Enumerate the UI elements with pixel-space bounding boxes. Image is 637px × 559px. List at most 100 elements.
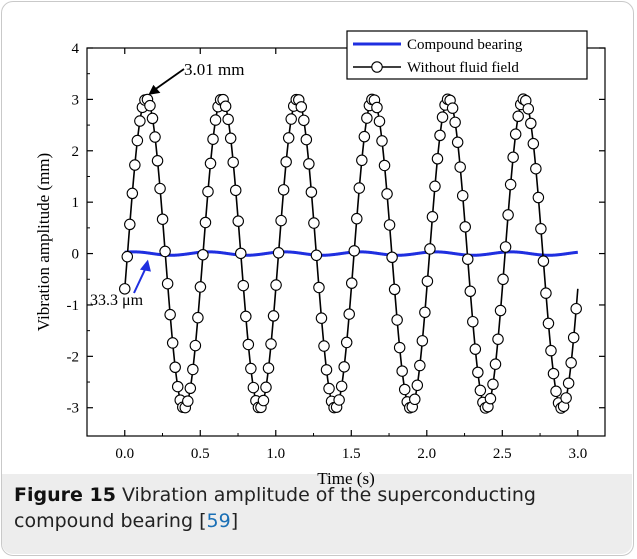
data-point-marker <box>472 366 484 379</box>
y-tick-label: 3 <box>72 92 80 108</box>
annotation-arrowhead-33-3um <box>139 259 151 272</box>
data-point-marker <box>199 216 212 229</box>
data-point-marker <box>247 381 260 394</box>
data-point-marker <box>512 110 524 123</box>
data-point-marker <box>560 392 572 404</box>
data-point-marker <box>131 134 144 147</box>
data-point-marker <box>124 218 136 231</box>
data-point-marker <box>434 129 446 142</box>
data-point-marker <box>171 380 184 393</box>
data-point-marker <box>431 153 444 165</box>
annotation-arrow-33-3um <box>133 267 147 294</box>
y-tick-label: 4 <box>72 41 80 57</box>
legend-marker-without-fluid-field <box>371 61 383 73</box>
data-point-marker <box>565 357 577 369</box>
data-point-marker <box>308 217 320 229</box>
data-point-marker <box>192 311 204 324</box>
data-point-marker <box>504 178 517 191</box>
caption-ref-open: [ <box>199 510 207 532</box>
data-point-marker <box>381 188 393 200</box>
data-point-marker <box>320 364 333 376</box>
data-point-marker <box>166 337 179 349</box>
caption-reference-link[interactable]: 59 <box>206 510 231 532</box>
legend-box <box>346 30 588 80</box>
data-point-marker <box>419 306 431 319</box>
figure-caption: Figure 15 Vibration amplitude of the supe… <box>14 482 624 534</box>
plot-frame <box>86 47 606 437</box>
data-point-marker <box>391 314 403 326</box>
data-point-marker <box>129 159 141 171</box>
x-tick-label: 3.0 <box>568 446 587 462</box>
data-point-marker <box>487 378 499 391</box>
data-point-marker <box>310 249 323 262</box>
data-point-marker <box>209 114 222 126</box>
data-point-marker <box>449 116 461 129</box>
y-axis-label: Vibration amplitude (mm) <box>34 153 53 331</box>
data-point-marker <box>499 241 512 253</box>
data-point-marker <box>451 136 464 149</box>
data-point-marker <box>161 277 174 290</box>
data-point-marker <box>315 312 328 324</box>
x-tick-label: 2.0 <box>417 446 436 462</box>
data-point-marker <box>356 154 368 167</box>
data-point-marker <box>149 131 161 143</box>
data-point-marker <box>164 308 176 321</box>
data-point-marker <box>361 112 373 124</box>
data-point-marker <box>353 182 366 194</box>
x-tick-label: 1.5 <box>342 446 361 462</box>
data-point-marker <box>169 361 181 373</box>
y-tick-label: 2 <box>72 144 80 160</box>
data-point-marker <box>144 99 156 112</box>
data-point-marker <box>497 273 509 286</box>
data-point-marker <box>494 304 507 317</box>
data-point-marker <box>411 379 424 392</box>
data-point-marker <box>436 111 449 123</box>
data-point-marker <box>151 155 164 167</box>
data-point-marker <box>489 358 502 370</box>
data-point-marker <box>456 189 469 202</box>
data-point-marker <box>421 275 434 287</box>
annotation-label-33-3um: 33.3 μm <box>90 292 144 309</box>
data-point-marker <box>545 344 557 357</box>
data-point-marker <box>567 331 580 344</box>
data-point-marker <box>484 392 497 405</box>
data-point-marker <box>184 382 197 395</box>
data-point-marker <box>446 102 459 114</box>
data-point-marker <box>295 101 308 113</box>
data-point-marker <box>260 381 272 394</box>
data-point-marker <box>265 338 277 350</box>
data-point-marker <box>547 367 560 380</box>
legend-label-without-fluid-field: Without fluid field <box>407 60 519 76</box>
y-tick-label: -3 <box>67 401 80 417</box>
data-point-marker <box>277 184 290 196</box>
data-point-marker <box>340 336 353 349</box>
data-point-marker <box>348 245 361 257</box>
data-point-marker <box>227 156 239 169</box>
data-point-marker <box>416 335 429 347</box>
data-point-marker <box>507 151 519 163</box>
data-point-marker <box>146 112 159 125</box>
x-axis-label: Time (s) <box>317 469 374 488</box>
data-point-marker <box>300 133 313 146</box>
data-point-marker <box>242 338 255 351</box>
data-point-marker <box>235 247 247 260</box>
x-tick-label: 1.0 <box>266 446 285 462</box>
data-point-marker <box>358 130 371 143</box>
data-point-marker <box>530 162 542 175</box>
data-point-marker <box>527 137 540 150</box>
data-point-marker <box>345 277 358 289</box>
data-point-marker <box>189 339 202 352</box>
data-point-marker <box>194 281 207 293</box>
data-point-marker <box>119 283 131 295</box>
data-point-marker <box>267 310 280 322</box>
data-point-marker <box>262 362 275 374</box>
x-tick-label: 0.0 <box>115 446 134 462</box>
data-point-marker <box>532 191 545 204</box>
data-point-marker <box>454 161 466 173</box>
data-point-marker <box>429 180 441 193</box>
data-point-marker <box>285 113 297 125</box>
data-point-marker <box>257 394 270 407</box>
data-point-marker <box>229 184 242 197</box>
data-point-marker <box>335 380 348 393</box>
data-point-marker <box>275 214 287 227</box>
